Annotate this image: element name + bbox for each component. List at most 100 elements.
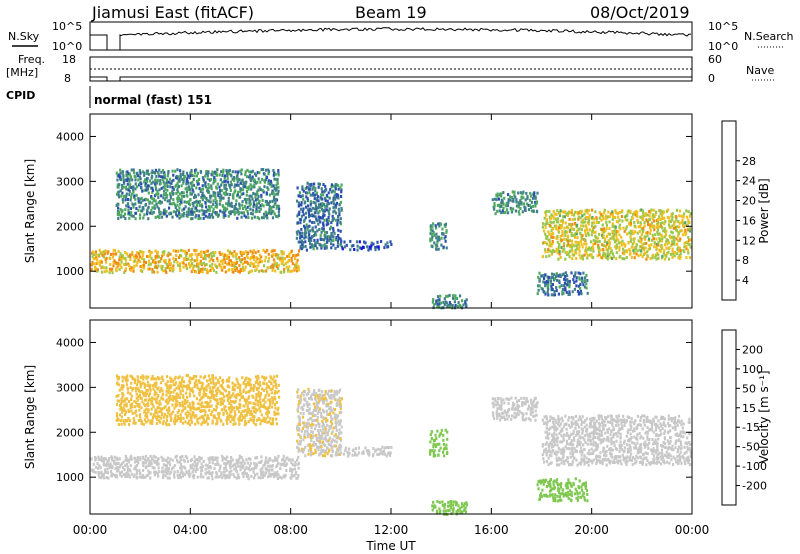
heatmap-cell-0-2	[302, 189, 305, 193]
heatmap-cell-0-6	[687, 218, 690, 222]
heatmap-cell-1-1	[216, 398, 219, 402]
heatmap-cell-1-2	[333, 439, 336, 443]
heatmap-cell-0-2	[315, 198, 318, 202]
heatmap-cell-1-2	[314, 409, 318, 412]
heatmap-cell-0-1	[262, 190, 265, 194]
heatmap-cell-0-2	[314, 186, 317, 190]
heatmap-cell-1-0	[173, 475, 176, 479]
heatmap-cell-0-6	[558, 243, 561, 247]
heatmap-cell-1-1	[209, 377, 212, 381]
heatmap-cell-0-6	[659, 212, 662, 216]
heatmap-cell-0-6	[675, 237, 678, 241]
heatmap-cell-1-1	[135, 383, 139, 387]
heatmap-cell-0-0	[174, 258, 177, 262]
heatmap-cell-0-1	[163, 171, 166, 175]
heatmap-cell-0-6	[584, 234, 588, 238]
heatmap-cell-1-2	[325, 398, 328, 402]
heatmap-cell-1-1	[204, 375, 207, 379]
heatmap-cell-0-6	[612, 237, 615, 241]
heatmap-cell-0-7	[564, 286, 567, 290]
heatmap-cell-0-2	[339, 186, 342, 190]
heatmap-cell-0-2	[296, 232, 299, 236]
heatmap-cell-0-0	[100, 260, 103, 264]
heatmap-cell-0-2	[303, 224, 306, 228]
heatmap-cell-0-0	[191, 261, 194, 265]
heatmap-cell-1-2	[314, 448, 317, 452]
heatmap-cell-0-0	[187, 248, 190, 252]
heatmap-cell-0-2	[296, 214, 299, 218]
heatmap-cell-1-1	[241, 414, 244, 418]
heatmap-cell-0-6	[590, 233, 593, 237]
heatmap-cell-1-0	[122, 473, 125, 477]
heatmap-cell-0-1	[251, 177, 254, 181]
heatmap-cell-0-1	[240, 172, 243, 176]
heatmap-cell-1-1	[152, 384, 155, 388]
heatmap-cell-1-2	[319, 434, 322, 438]
heatmap-cell-1-1	[256, 374, 260, 378]
heatmap-cell-0-1	[154, 199, 157, 203]
heatmap-cell-1-1	[188, 402, 191, 406]
heatmap-cell-0-0	[93, 253, 96, 257]
heatmap-cell-1-0	[157, 474, 160, 478]
heatmap-cell-0-2	[317, 185, 320, 189]
heatmap-cell-0-1	[221, 210, 224, 214]
heatmap-cell-1-1	[131, 375, 134, 379]
heatmap-cell-0-1	[244, 173, 247, 177]
heatmap-cell-0-6	[609, 212, 613, 216]
heatmap-cell-1-0	[175, 454, 178, 458]
heatmap-cell-0-1	[125, 204, 128, 208]
heatmap-cell-0-7	[549, 279, 553, 283]
heatmap-cell-0-1	[139, 213, 142, 217]
heatmap-cell-0-8	[448, 293, 451, 297]
heatmap-cell-0-1	[174, 203, 177, 207]
heatmap-cell-0-0	[293, 267, 296, 271]
heatmap-cell-0-1	[156, 170, 159, 174]
heatmap-cell-0-0	[125, 262, 128, 266]
heatmap-cell-0-1	[252, 202, 255, 206]
heatmap-cell-1-0	[201, 465, 204, 468]
heatmap-cell-1-0	[142, 469, 145, 472]
heatmap-cell-0-0	[216, 256, 219, 260]
heatmap-cell-0-2	[337, 215, 340, 218]
heatmap-cell-0-6	[595, 216, 598, 220]
heatmap-cell-1-1	[129, 406, 132, 410]
heatmap-cell-0-0	[172, 249, 175, 253]
heatmap-cell-0-1	[138, 169, 141, 173]
heatmap-cell-0-1	[189, 217, 193, 221]
heatmap-cell-1-3	[361, 451, 364, 455]
heatmap-cell-1-1	[159, 416, 162, 420]
heatmap-cell-0-0	[159, 259, 162, 263]
heatmap-cell-1-1	[256, 403, 260, 407]
heatmap-cell-0-6	[575, 232, 578, 236]
heatmap-cell-0-6	[545, 255, 548, 259]
heatmap-cell-0-2	[328, 196, 331, 200]
heatmap-cell-1-4	[434, 443, 437, 447]
heatmap-cell-0-2	[308, 191, 311, 195]
heatmap-cell-1-1	[227, 417, 230, 421]
heatmap-cell-0-0	[287, 267, 290, 271]
heatmap-cell-0-2	[299, 218, 302, 222]
heatmap-cell-0-6	[634, 213, 637, 217]
heatmap-cell-0-6	[583, 238, 586, 242]
heatmap-cell-1-0	[126, 473, 129, 477]
heatmap-cell-0-0	[199, 259, 202, 263]
heatmap-cell-1-1	[212, 382, 215, 386]
heatmap-cell-0-0	[231, 253, 234, 257]
heatmap-cell-0-1	[141, 198, 144, 202]
heatmap-cell-1-1	[144, 404, 147, 408]
heatmap-cell-0-2	[314, 231, 317, 235]
heatmap-cell-1-2	[322, 448, 325, 452]
heatmap-cell-1-1	[235, 396, 238, 400]
heatmap-cell-1-1	[190, 418, 193, 421]
heatmap-cell-0-2	[340, 239, 343, 243]
heatmap-cell-1-1	[248, 381, 251, 385]
heatmap-cell-1-0	[133, 460, 137, 464]
heatmap-cell-0-1	[162, 196, 165, 200]
heatmap-cell-0-1	[215, 171, 218, 175]
heatmap-cell-1-0	[238, 476, 241, 480]
heatmap-cell-1-2	[306, 432, 309, 436]
heatmap-cell-1-1	[249, 401, 252, 405]
heatmap-cell-1-2	[298, 427, 301, 431]
heatmap-cell-1-1	[238, 422, 241, 426]
